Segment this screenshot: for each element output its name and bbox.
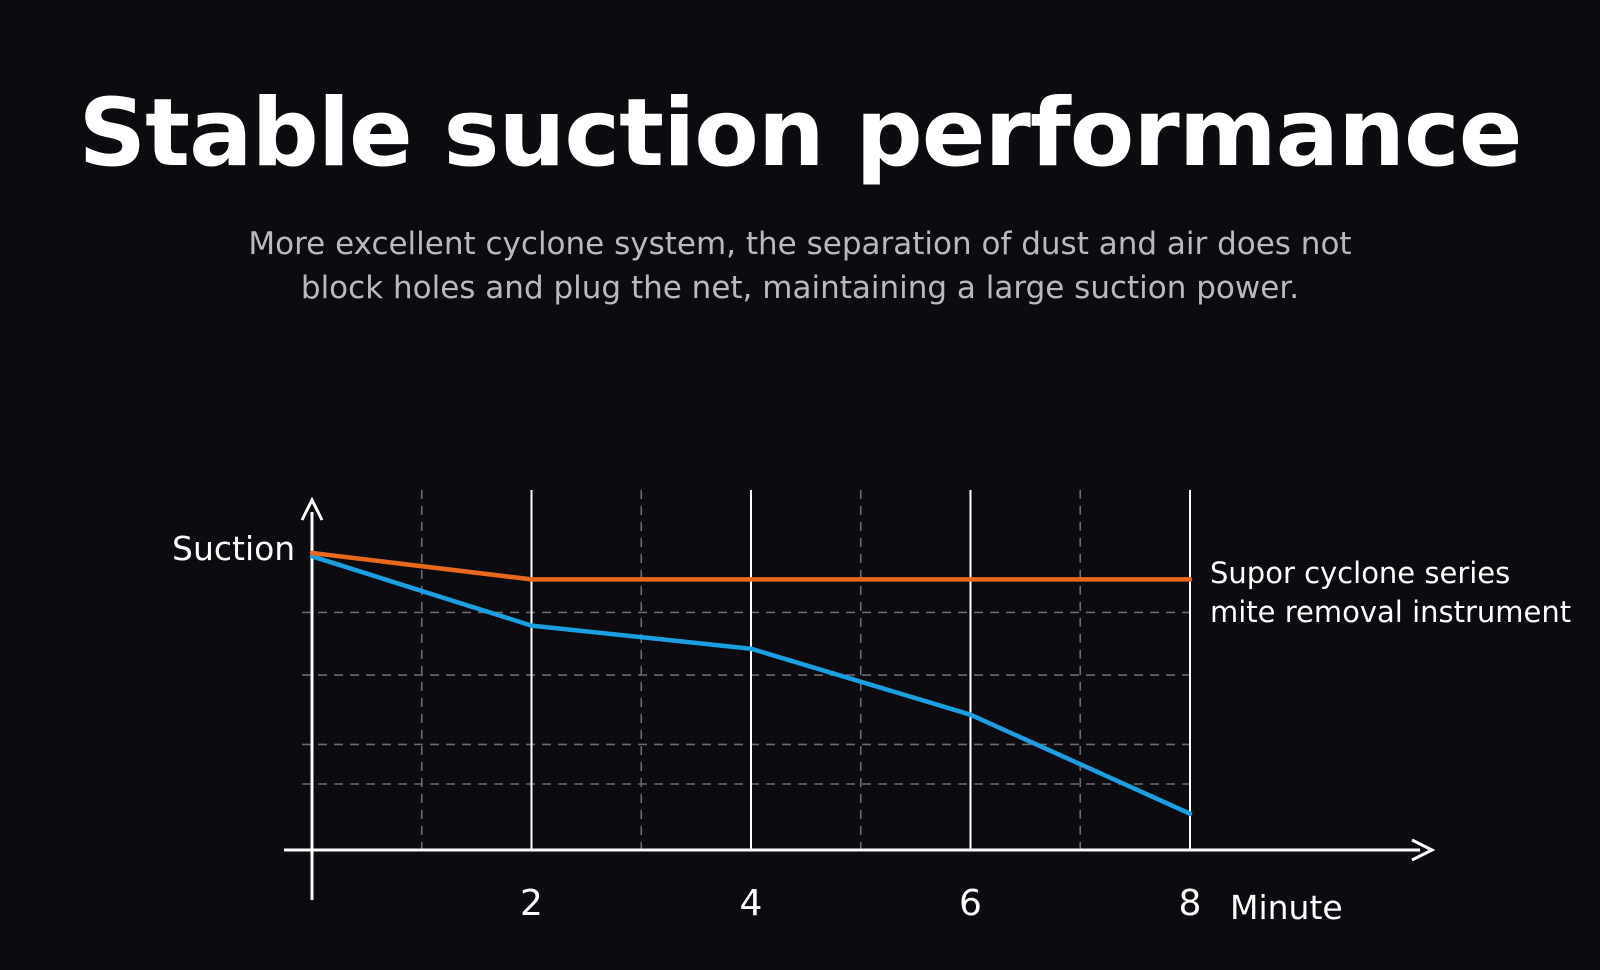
- x-tick-label: 8: [1179, 883, 1202, 924]
- x-tick-labels: 2 4 6 8: [520, 883, 1201, 924]
- subtitle-line-1: More excellent cyclone system, the separ…: [248, 226, 1352, 262]
- x-tick-label: 4: [740, 883, 763, 924]
- series: [309, 550, 1193, 816]
- axes: [284, 496, 1436, 900]
- x-axis-arrow: [1411, 838, 1436, 862]
- series-line-comparison: [309, 554, 1193, 816]
- y-axis-arrow: [300, 496, 324, 521]
- x-tick-label: 6: [959, 883, 982, 924]
- subtitle-line-2: block holes and plug the net, maintainin…: [300, 270, 1300, 306]
- x-axis-label: Minute: [1230, 888, 1343, 927]
- page-title: Stable suction performance: [78, 79, 1522, 188]
- series-label-line-1: Supor cyclone series: [1210, 556, 1510, 590]
- series-line-supor: [309, 550, 1193, 582]
- grid: [302, 490, 1191, 850]
- page-subtitle: More excellent cyclone system, the separ…: [180, 222, 1420, 310]
- series-label-supor: Supor cyclone series mite removal instru…: [1210, 556, 1571, 629]
- x-tick-label: 2: [520, 883, 543, 924]
- series-label-line-2: mite removal instrument: [1210, 595, 1571, 629]
- y-axis-label: Suction: [172, 529, 295, 568]
